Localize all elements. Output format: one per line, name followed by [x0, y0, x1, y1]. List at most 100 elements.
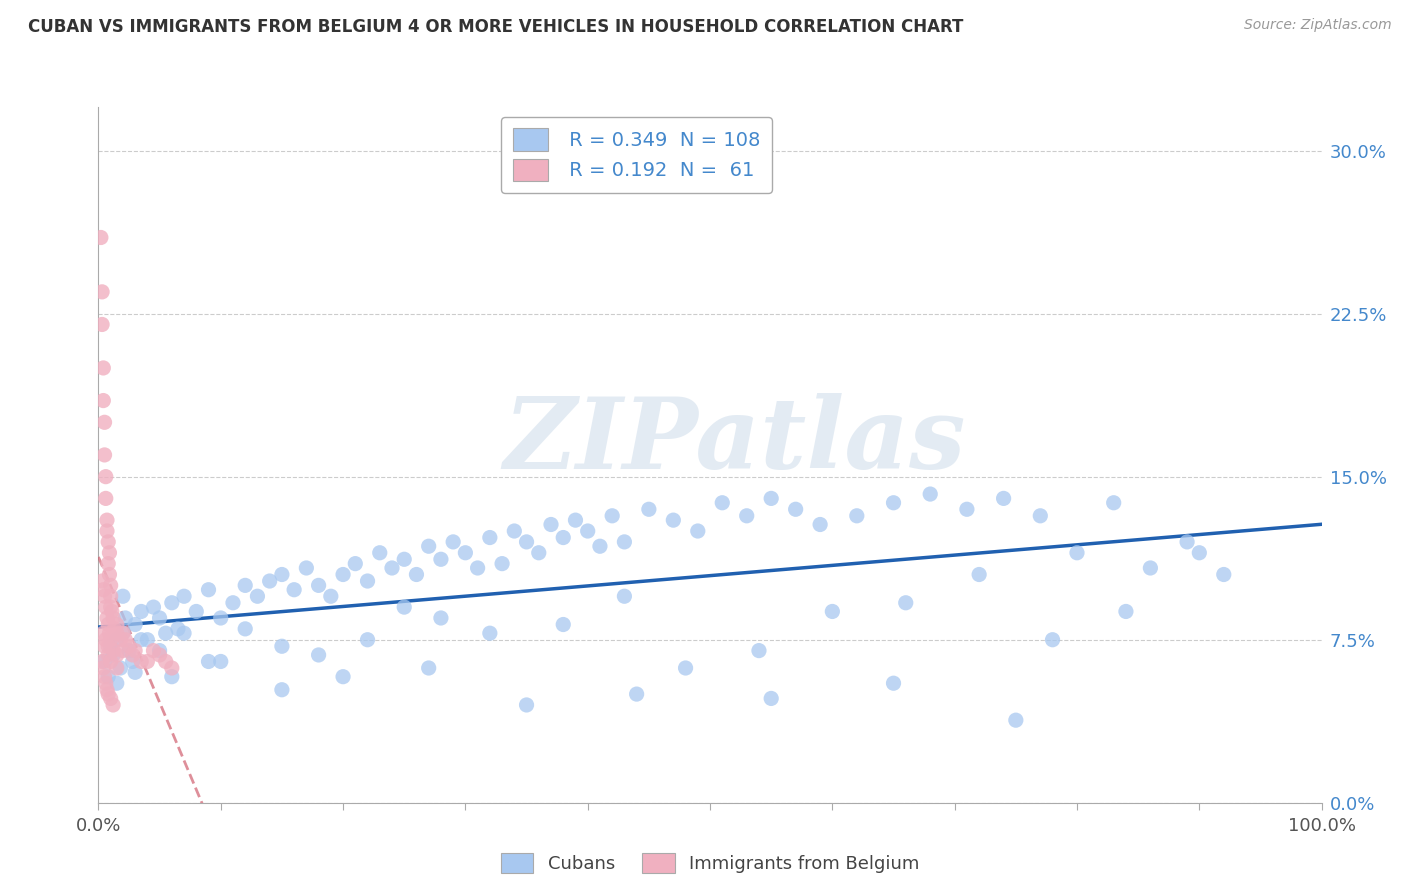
Point	[454, 546, 477, 560]
Point	[920, 487, 942, 501]
Point	[1139, 561, 1161, 575]
Point	[516, 698, 538, 712]
Point	[93, 670, 115, 684]
Point	[711, 496, 734, 510]
Point	[114, 632, 136, 647]
Point	[160, 670, 183, 684]
Point	[100, 691, 122, 706]
Point	[418, 661, 440, 675]
Point	[197, 655, 219, 669]
Point	[105, 617, 128, 632]
Point	[1212, 567, 1234, 582]
Point	[124, 665, 146, 680]
Point	[638, 502, 661, 516]
Point	[101, 648, 124, 662]
Point	[94, 632, 117, 647]
Point	[101, 605, 124, 619]
Point	[308, 648, 330, 662]
Point	[527, 546, 550, 560]
Point	[105, 626, 128, 640]
Point	[478, 626, 501, 640]
Point	[356, 574, 378, 588]
Point	[392, 600, 416, 615]
Point	[114, 611, 136, 625]
Point	[100, 632, 122, 647]
Point	[1066, 546, 1088, 560]
Point	[430, 611, 453, 625]
Point	[821, 605, 844, 619]
Point	[105, 632, 128, 647]
Point	[186, 605, 208, 619]
Point	[98, 546, 121, 560]
Point	[1102, 496, 1125, 510]
Point	[613, 535, 636, 549]
Point	[516, 535, 538, 549]
Point	[883, 676, 905, 690]
Point	[93, 448, 115, 462]
Point	[441, 535, 464, 549]
Point	[270, 639, 294, 653]
Point	[246, 589, 269, 603]
Point	[105, 661, 128, 675]
Point	[91, 360, 114, 375]
Point	[101, 611, 124, 625]
Point	[96, 682, 118, 697]
Point	[94, 491, 117, 506]
Point	[1042, 632, 1064, 647]
Point	[149, 643, 172, 657]
Point	[564, 513, 586, 527]
Point	[845, 508, 868, 523]
Point	[121, 655, 143, 669]
Point	[111, 626, 134, 640]
Point	[129, 655, 152, 669]
Point	[97, 617, 120, 632]
Point	[600, 508, 623, 523]
Point	[96, 513, 118, 527]
Point	[233, 622, 256, 636]
Point	[124, 643, 146, 657]
Point	[503, 524, 526, 538]
Point	[100, 578, 122, 592]
Point	[91, 661, 114, 675]
Point	[94, 676, 117, 690]
Point	[100, 589, 122, 603]
Point	[100, 600, 122, 615]
Point	[662, 513, 685, 527]
Point	[136, 655, 159, 669]
Point	[233, 578, 256, 592]
Point	[97, 648, 120, 662]
Point	[93, 655, 115, 669]
Point	[478, 531, 501, 545]
Point	[149, 611, 172, 625]
Point	[283, 582, 305, 597]
Point	[368, 546, 391, 560]
Point	[553, 531, 575, 545]
Point	[98, 626, 121, 640]
Point	[98, 567, 121, 582]
Point	[93, 639, 115, 653]
Legend: Cubans, Immigrants from Belgium: Cubans, Immigrants from Belgium	[489, 842, 931, 884]
Point	[430, 552, 453, 566]
Point	[808, 517, 831, 532]
Point	[883, 496, 905, 510]
Point	[96, 524, 118, 538]
Point	[142, 600, 165, 615]
Point	[209, 611, 232, 625]
Point	[553, 617, 575, 632]
Point	[295, 561, 318, 575]
Point	[993, 491, 1015, 506]
Point	[967, 567, 990, 582]
Point	[356, 632, 378, 647]
Point	[761, 691, 783, 706]
Point	[540, 517, 562, 532]
Point	[105, 676, 128, 690]
Point	[111, 626, 134, 640]
Point	[675, 661, 697, 675]
Point	[97, 535, 120, 549]
Point	[735, 508, 758, 523]
Point	[103, 622, 125, 636]
Point	[160, 661, 183, 675]
Point	[91, 318, 114, 332]
Point	[418, 539, 440, 553]
Text: Source: ZipAtlas.com: Source: ZipAtlas.com	[1244, 18, 1392, 32]
